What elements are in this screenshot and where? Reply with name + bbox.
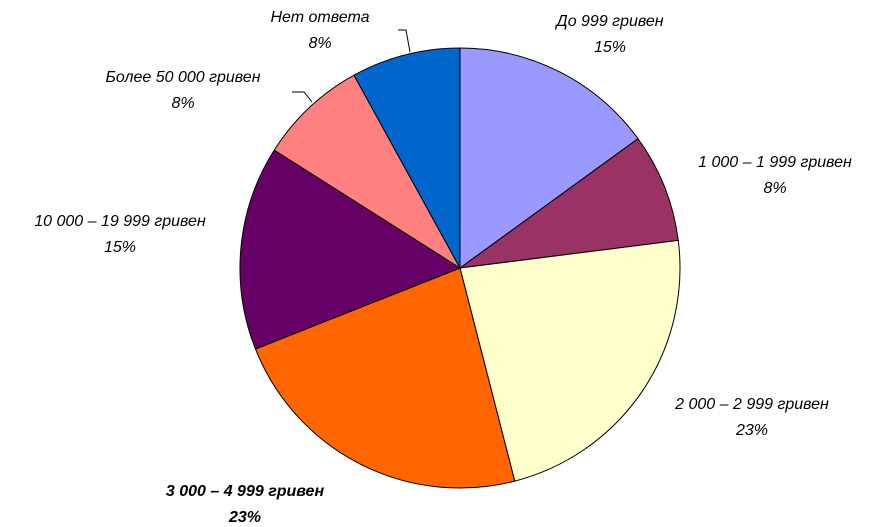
- slice-label: 3 000 – 4 999 гривен: [166, 483, 325, 500]
- slice-value-label: 15%: [594, 39, 626, 56]
- pie-slice: [273, 74, 461, 269]
- slice-value-label: 23%: [735, 422, 768, 439]
- pie-slice: [353, 47, 461, 269]
- slice-value-label: 8%: [308, 35, 331, 52]
- leader-line: [292, 91, 313, 103]
- pie-slice: [239, 149, 462, 350]
- slice-label: Более 50 000 гривен: [106, 69, 261, 86]
- slice-value-label: 8%: [763, 180, 786, 197]
- pie-slice: [459, 47, 639, 269]
- slice-label: 2 000 – 2 999 гривен: [674, 396, 829, 413]
- pie-slice: [459, 239, 681, 482]
- leader-line: [398, 29, 411, 53]
- slice-label: 1 000 – 1 999 гривен: [698, 154, 852, 171]
- pie-slice: [254, 267, 516, 489]
- slice-label: Нет ответа: [270, 9, 369, 26]
- slice-value-label: 15%: [104, 239, 136, 256]
- pie-slice: [459, 137, 679, 269]
- slice-label: До 999 гривен: [554, 13, 663, 30]
- slice-label: 10 000 – 19 999 гривен: [34, 213, 206, 230]
- slice-value-label: 8%: [171, 95, 194, 112]
- slice-value-label: 23%: [228, 509, 261, 526]
